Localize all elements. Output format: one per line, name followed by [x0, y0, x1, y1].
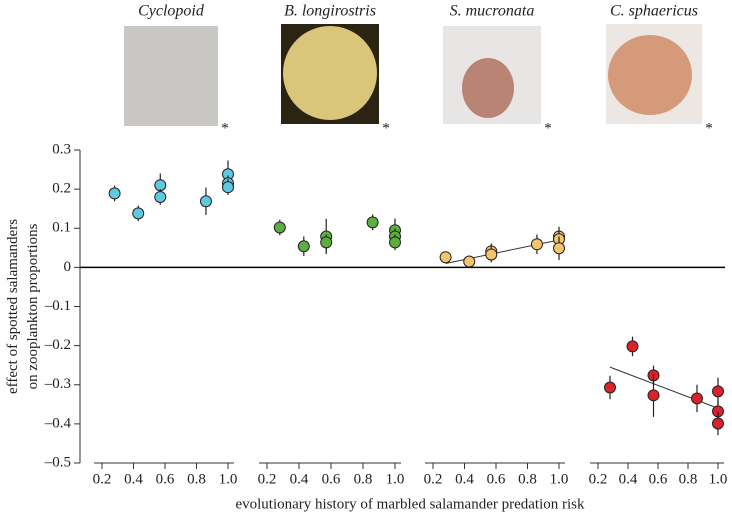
- photo: [124, 26, 218, 126]
- point: [273, 221, 286, 234]
- photo-marker: *: [382, 120, 390, 136]
- x-tick-label: 0.6: [487, 471, 506, 487]
- point: [297, 240, 310, 253]
- panel-title: B. longirostris: [284, 3, 376, 20]
- x-tick-label: 0.8: [354, 471, 373, 487]
- x-tick-label: 1.0: [709, 471, 728, 487]
- x-tick-label: 0.4: [290, 471, 309, 487]
- point: [463, 255, 476, 268]
- point: [199, 195, 212, 208]
- x-tick-label: 1.0: [386, 471, 405, 487]
- photo-marker: *: [544, 120, 552, 136]
- y-tick-label: –0.5: [44, 454, 71, 470]
- x-tick-label: 0.2: [258, 471, 277, 487]
- x-tick-label: 0.4: [124, 471, 143, 487]
- point: [366, 216, 379, 229]
- point: [154, 190, 167, 203]
- photo-marker: *: [705, 120, 713, 136]
- photo: [283, 26, 377, 120]
- y-tick-label: 0.3: [52, 141, 71, 157]
- y-tick-label: –0.4: [44, 415, 72, 431]
- photo: [608, 35, 692, 115]
- x-tick-label: 0.6: [322, 471, 341, 487]
- y-tick-label: –0.1: [44, 298, 71, 314]
- y-tick-label: 0.2: [52, 181, 71, 197]
- point: [154, 179, 167, 192]
- point: [553, 242, 565, 255]
- point: [439, 251, 452, 264]
- point: [222, 181, 234, 194]
- x-tick-label: 0.6: [156, 471, 175, 487]
- x-tick-label: 0.2: [589, 471, 608, 487]
- point: [320, 236, 333, 249]
- x-tick-label: 0.4: [455, 471, 474, 487]
- point: [132, 207, 145, 220]
- x-tick-label: 0.4: [619, 471, 638, 487]
- point: [712, 385, 724, 398]
- y-axis-label-line: on zooplankton proportions: [25, 223, 41, 389]
- y-tick-label: 0: [64, 259, 72, 275]
- y-tick-label: –0.3: [44, 376, 71, 392]
- y-axis-label-line: effect of spotted salamanders: [5, 219, 21, 394]
- x-tick-label: 1.0: [550, 471, 569, 487]
- x-tick-label: 0.8: [518, 471, 537, 487]
- panel-title: Cyclopoid: [138, 3, 205, 20]
- point: [691, 392, 703, 405]
- x-tick-label: 0.2: [93, 471, 112, 487]
- y-tick-label: 0.1: [52, 220, 71, 236]
- point: [712, 417, 724, 430]
- point: [626, 340, 639, 353]
- trend-line: [609, 366, 719, 409]
- point: [647, 389, 660, 402]
- panel-title: S. mucronata: [450, 3, 535, 20]
- x-tick-label: 1.0: [219, 471, 238, 487]
- point: [108, 187, 121, 200]
- x-tick-label: 0.2: [424, 471, 443, 487]
- panel-title: C. sphaericus: [610, 3, 698, 20]
- point: [530, 238, 543, 251]
- point: [604, 381, 616, 394]
- y-tick-label: –0.2: [44, 337, 71, 353]
- x-axis-label: evolutionary history of marbled salamand…: [235, 496, 585, 512]
- x-tick-label: 0.6: [649, 471, 668, 487]
- point: [485, 248, 498, 261]
- x-tick-label: 0.8: [679, 471, 698, 487]
- point: [389, 236, 401, 249]
- x-tick-label: 0.8: [187, 471, 206, 487]
- photo-marker: *: [221, 120, 229, 136]
- photo: [462, 58, 514, 118]
- y-axis-label: effect of spotted salamanders on zooplank…: [5, 219, 41, 394]
